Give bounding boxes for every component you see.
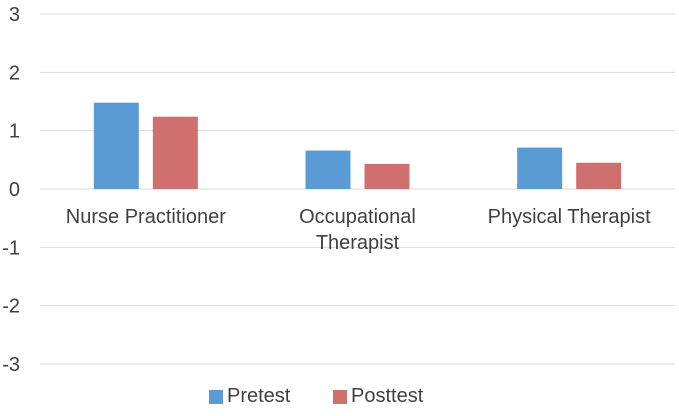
legend-swatch-pretest: [209, 390, 223, 404]
y-tick-label: 1: [9, 121, 20, 143]
x-category-label: Nurse Practitioner: [66, 206, 226, 228]
gridlines: [40, 13, 675, 365]
bar-posttest-0: [152, 116, 198, 189]
legend-swatch-posttest: [333, 390, 347, 404]
y-tick-label: 0: [9, 179, 20, 201]
y-tick-label: -2: [2, 296, 20, 318]
bar-pretest-1: [305, 150, 351, 189]
legend-label-posttest: Posttest: [351, 385, 424, 407]
y-tick-label: -1: [2, 237, 20, 259]
y-tick-label: 2: [9, 62, 20, 84]
bar-pretest-0: [93, 102, 139, 189]
bar-pretest-2: [517, 147, 563, 189]
legend-label-pretest: Pretest: [227, 385, 291, 407]
bar-posttest-2: [576, 162, 622, 189]
category-labels: Nurse Practitioner Occupational Therapist P…: [66, 206, 651, 254]
x-category-label: Physical Therapist: [488, 206, 651, 228]
x-category-label: Occupational Therapist: [299, 206, 416, 254]
y-tick-label: -3: [2, 354, 20, 376]
y-axis-ticks: 3 2 1 0 -1 -2 -3: [2, 4, 20, 376]
legend: Pretest Posttest: [209, 385, 424, 407]
y-tick-label: 3: [9, 4, 20, 26]
bar-posttest-1: [364, 163, 410, 189]
bars: [93, 102, 622, 189]
